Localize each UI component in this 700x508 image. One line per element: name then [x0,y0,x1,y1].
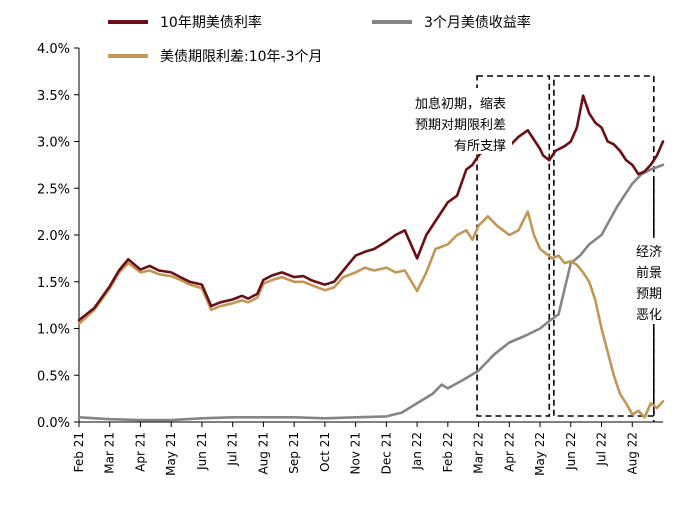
annotation-text: 有所支撑 [454,139,506,154]
annotation-backdrop [382,88,512,154]
x-tick-label: Feb 22 [441,432,455,472]
y-tick-label: 1.5% [37,276,70,291]
y-tick-label: 3.0% [37,136,70,151]
annotation-text: 预期对期限利差 [415,118,506,133]
series-line [77,94,665,322]
x-tick-label: Aug 22 [625,432,639,475]
y-tick-label: 0.5% [37,369,70,384]
x-tick-label: Jul 22 [595,432,609,467]
legend-label-10y: 10年期美债利率 [160,14,262,31]
annotation-text: 加息初期，缩表 [415,96,506,112]
legend-label-spread: 美债期限利差:10年-3个月 [160,49,323,65]
annotation-text: 恶化 [636,308,662,323]
x-tick-label: Apr 21 [133,432,147,472]
x-tick-label: Feb 21 [72,432,86,472]
x-tick-label: Apr 22 [502,432,516,472]
series-line [77,210,665,419]
y-tick-label: 2.0% [37,229,70,244]
y-tick-label: 4.0% [37,42,70,57]
annotation-text: 经济 [636,245,662,260]
x-tick-label: Nov 21 [349,432,363,475]
series-lines [77,94,665,422]
x-tick-label: Dec 21 [379,432,393,474]
x-tick-label: Jan 22 [410,432,424,471]
highlight-box [476,75,551,417]
annotation-text: 前景 [636,265,662,281]
series-line [77,163,665,422]
x-tick-label: Jun 21 [195,432,209,471]
x-tick-label: Mar 21 [103,432,117,474]
x-tick-label: Oct 21 [318,432,332,472]
y-tick-label: 0.0% [37,416,70,431]
axes: 4.0%3.5%3.0%2.5%2.0%1.5%1.0%0.5%0.0%Feb … [37,42,663,476]
annotation-text: 预期 [636,287,662,302]
x-tick-label: Mar 22 [472,432,486,474]
x-tick-label: May 22 [533,432,547,476]
x-tick-label: Sep 21 [287,432,301,474]
legend-label-3m: 3个月美债收益率 [424,14,531,31]
x-tick-label: Aug 21 [256,432,270,475]
x-tick-label: May 21 [164,432,178,476]
y-tick-label: 2.5% [37,182,70,197]
x-tick-label: Jul 21 [226,432,240,467]
x-tick-label: Jun 22 [564,432,578,471]
y-tick-label: 3.5% [37,89,70,104]
annotation-backdrop [630,238,672,324]
y-tick-label: 1.0% [37,323,70,338]
legend: 10年期美债利率 3个月美债收益率 美债期限利差:10年-3个月 [108,14,531,65]
